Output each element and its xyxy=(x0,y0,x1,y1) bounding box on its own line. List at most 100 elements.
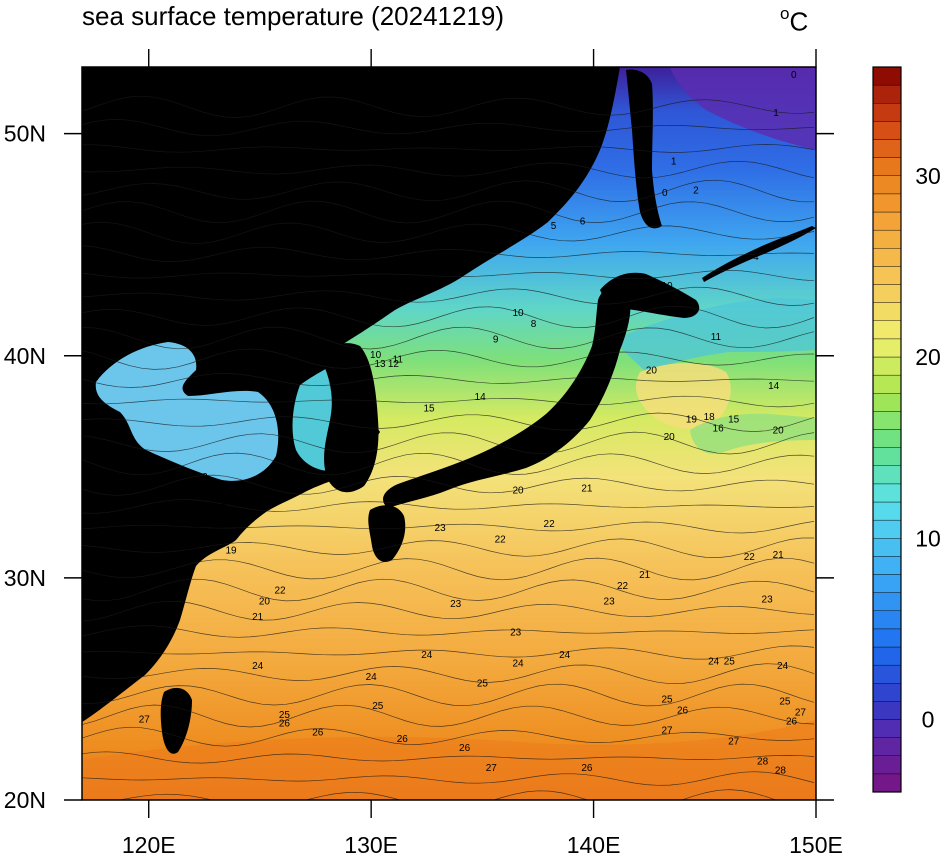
isotherm-label: 11 xyxy=(393,354,404,365)
isotherm-label: 22 xyxy=(744,552,756,563)
colorbar-bin xyxy=(872,84,902,104)
isotherm-label: 1 xyxy=(773,108,779,119)
colorbar-bin xyxy=(872,248,902,267)
unit-degree-symbol: o xyxy=(780,4,790,23)
colorbar-bin xyxy=(872,501,902,521)
lon-label: 140E xyxy=(567,832,621,858)
isotherm-line xyxy=(82,348,815,370)
figure-title: sea surface temperature (20241219) xyxy=(82,1,505,31)
colorbar-bin xyxy=(872,683,902,702)
isotherm-line xyxy=(82,521,815,534)
isotherm-label: 18 xyxy=(704,412,716,423)
isotherm-label: 20 xyxy=(646,366,658,377)
isotherm-label: 21 xyxy=(639,570,651,581)
isotherm-line xyxy=(82,452,815,476)
colorbar-bin xyxy=(872,465,902,485)
isotherm-label: 16 xyxy=(190,523,202,534)
isotherm-label: 14 xyxy=(221,497,233,508)
lon-label: 130E xyxy=(344,832,398,858)
isotherm-label: 26 xyxy=(397,734,409,745)
isotherm-line xyxy=(82,179,814,203)
isotherm-label: 20 xyxy=(259,597,271,608)
isotherm-label: 21 xyxy=(103,663,115,674)
isotherm-label: 4 xyxy=(537,219,543,230)
isotherm-label: 24 xyxy=(512,659,524,670)
colorbar-bin xyxy=(872,429,902,448)
lon-label: 150E xyxy=(789,832,843,858)
isotherm-line xyxy=(82,144,815,153)
colorbar-bin xyxy=(872,103,902,122)
isotherm-label: 10 xyxy=(370,350,382,361)
colorbar-bin xyxy=(872,483,902,503)
colorbar-bin xyxy=(872,755,902,775)
isotherm-label: 27 xyxy=(795,708,807,719)
isotherm-label: 6 xyxy=(580,217,586,228)
isotherm-label: 0 xyxy=(791,70,797,81)
colorbar-bin xyxy=(872,447,902,466)
colorbar-bin xyxy=(872,393,902,412)
lat-label: 50N xyxy=(4,121,46,147)
isotherm-line xyxy=(82,704,815,728)
colorbar-bin xyxy=(872,175,902,195)
isotherm-label: 20 xyxy=(773,426,785,437)
isotherm-label: 13 xyxy=(197,472,209,483)
lat-label: 20N xyxy=(4,787,46,813)
isotherm-label: 23 xyxy=(435,523,447,534)
isotherm-label: 24 xyxy=(777,661,789,672)
map-frame xyxy=(81,66,817,801)
isotherm-line xyxy=(82,269,815,282)
isotherm-label: 22 xyxy=(495,534,507,545)
colorbar-bin xyxy=(872,121,902,140)
isotherm-label: 14 xyxy=(475,392,487,403)
isotherm-line xyxy=(82,537,814,558)
isotherm-line xyxy=(82,751,815,764)
isotherm-line xyxy=(82,663,815,685)
isotherm-label: 25 xyxy=(279,710,291,721)
isotherm-label: 15 xyxy=(728,414,740,425)
colorbar-bin xyxy=(872,610,902,630)
isotherm-label: 23 xyxy=(762,594,774,605)
isotherm-label: 8 xyxy=(531,319,537,330)
isotherm-label: 26 xyxy=(786,717,798,728)
axis-ticks: 120E 130E 140E 150E 20N 30N 40N 50N xyxy=(4,49,843,858)
isotherm-label: 25 xyxy=(477,679,489,690)
colorbar-bin xyxy=(872,411,902,430)
colorbar-bin xyxy=(872,338,902,358)
isotherm-label: 7 xyxy=(391,294,397,305)
isotherm-label: 23 xyxy=(510,628,522,639)
isotherm-line xyxy=(82,160,815,179)
isotherm-label: 27 xyxy=(139,714,151,725)
isotherm-label: 10 xyxy=(512,308,524,319)
colorbar-bin xyxy=(872,664,902,684)
isotherm-label: 11 xyxy=(711,332,722,343)
colorbar-bin xyxy=(872,737,902,756)
isotherm-line xyxy=(82,625,815,638)
isotherm-line xyxy=(82,683,815,707)
isotherm-label: 24 xyxy=(366,672,378,683)
isotherm-label: 5 xyxy=(551,221,557,232)
isotherm-label: 6 xyxy=(375,288,381,299)
isotherm-label: 26 xyxy=(581,763,593,774)
isotherm-label: 9 xyxy=(493,334,499,345)
isotherm-label: 14 xyxy=(768,381,780,392)
isotherm-line xyxy=(82,245,815,262)
isotherm-line xyxy=(82,95,815,118)
colorbar-bin xyxy=(872,157,902,176)
isotherm-line xyxy=(82,286,815,306)
isotherm-label: 13 xyxy=(374,359,386,370)
isotherm-label: 19 xyxy=(163,614,175,625)
colorbar-bin xyxy=(872,374,902,394)
asian-continent-land xyxy=(82,67,620,722)
isotherm-label: 22 xyxy=(274,585,286,596)
isotherm-label: 26 xyxy=(279,719,291,730)
colorbar-bin xyxy=(872,574,902,593)
colorbar-bin xyxy=(872,229,902,249)
isotherm-label: 22 xyxy=(544,519,556,530)
colorbar-bin xyxy=(872,284,902,303)
isotherm-label: 24 xyxy=(252,661,264,672)
isotherm-label: 24 xyxy=(421,650,433,661)
isotherm-label: 20 xyxy=(664,432,676,443)
hokkaido-land xyxy=(600,272,700,318)
